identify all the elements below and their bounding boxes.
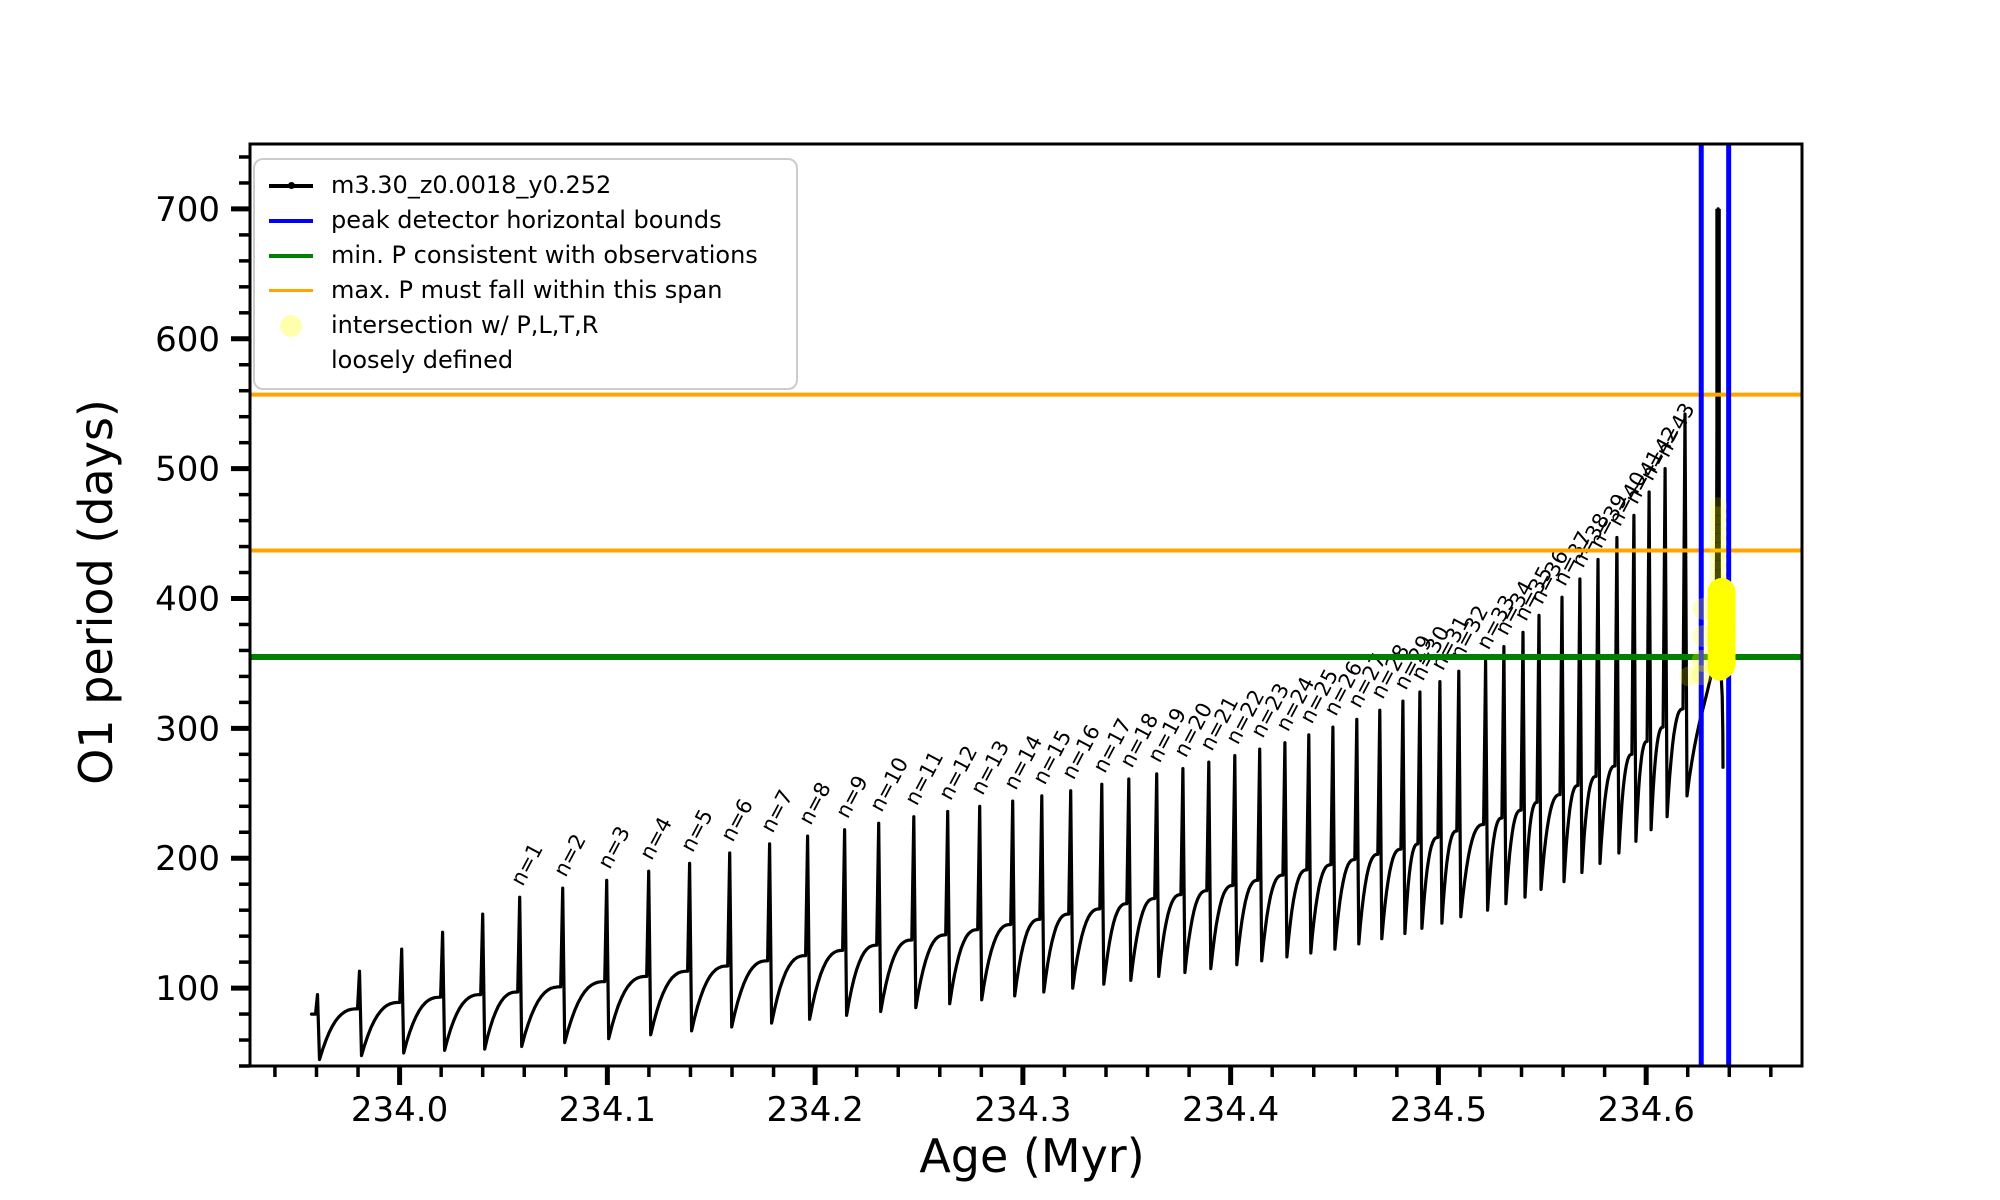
intersection-faint-dot	[1709, 497, 1728, 516]
x-axis-title: Age (Myr)	[919, 1129, 1144, 1183]
spike-label: n=10	[865, 753, 913, 815]
legend-line-marker	[267, 273, 315, 308]
spike-label: n=5	[676, 805, 718, 855]
intersection-faint-dot	[1709, 533, 1728, 552]
spike-label: n=8	[794, 778, 836, 828]
x-tick-label: 234.1	[559, 1090, 656, 1130]
intersection-bright-dot	[1709, 647, 1736, 674]
intersection-faint-dot	[1709, 542, 1728, 561]
legend-entry: max. P must fall within this span	[267, 273, 782, 308]
x-tick-label: 234.2	[766, 1090, 863, 1130]
y-tick-label: 200	[155, 839, 220, 879]
spike-label: n=6	[716, 795, 758, 845]
spike-label: n=3	[593, 822, 635, 872]
legend-entry: m3.30_z0.0018_y0.252	[267, 168, 782, 203]
spike-label: n=9	[831, 772, 873, 822]
x-tick-label: 234.6	[1598, 1090, 1695, 1130]
spike-label: n=4	[635, 813, 677, 863]
y-tick-label: 300	[155, 709, 220, 749]
spike-label: n=2	[549, 830, 591, 880]
intersection-faint-dot	[1709, 515, 1728, 534]
intersection-faint-dot	[1709, 560, 1728, 579]
intersection-faint-dot	[1709, 524, 1728, 543]
intersection-faint-dot	[1679, 666, 1700, 687]
x-tick-label: 234.3	[974, 1090, 1071, 1130]
legend-entry-label: min. P consistent with observations	[331, 241, 758, 269]
spike-label: n=7	[756, 786, 798, 836]
x-tick-label: 234.0	[351, 1090, 448, 1130]
intersection-markers	[1679, 497, 1736, 687]
legend-entry: min. P consistent with observations	[267, 238, 782, 273]
intersection-bright-dot	[1707, 578, 1736, 607]
intersection-faint-dot	[1691, 665, 1712, 686]
intersection-faint-dot	[1709, 506, 1728, 525]
data-series-line	[309, 207, 1725, 1062]
y-axis-title: O1 period (days)	[69, 399, 123, 785]
plot-spines	[248, 142, 1804, 1068]
y-tick-label: 600	[155, 320, 220, 360]
spike-label: n=1	[506, 839, 548, 889]
y-tick-label: 400	[155, 580, 220, 620]
legend-entry: intersection w/ P,L,T,R loosely defined	[267, 308, 782, 378]
legend-line-marker	[267, 168, 315, 203]
legend-entry-label: m3.30_z0.0018_y0.252	[331, 171, 612, 199]
legend-line-marker	[267, 238, 315, 273]
legend-entry-label: peak detector horizontal bounds	[331, 206, 722, 234]
y-tick-label: 100	[155, 969, 220, 1009]
legend-entry-label: intersection w/ P,L,T,R loosely defined	[331, 311, 599, 374]
y-tick-label: 700	[155, 190, 220, 230]
legend-line-marker	[267, 203, 315, 238]
legend-entry-label: max. P must fall within this span	[331, 276, 723, 304]
x-tick-label: 234.4	[1182, 1090, 1279, 1130]
axes: 234.0 234.1 234.2 234.3 234.4 234.5 234.6 100 20…	[155, 142, 1804, 1130]
legend-entry: peak detector horizontal bounds	[267, 203, 782, 238]
legend-dot-marker	[267, 308, 315, 343]
x-tick-label: 234.5	[1390, 1090, 1487, 1130]
y-tick-label: 500	[155, 450, 220, 490]
intersection-faint-dot	[1709, 551, 1728, 570]
